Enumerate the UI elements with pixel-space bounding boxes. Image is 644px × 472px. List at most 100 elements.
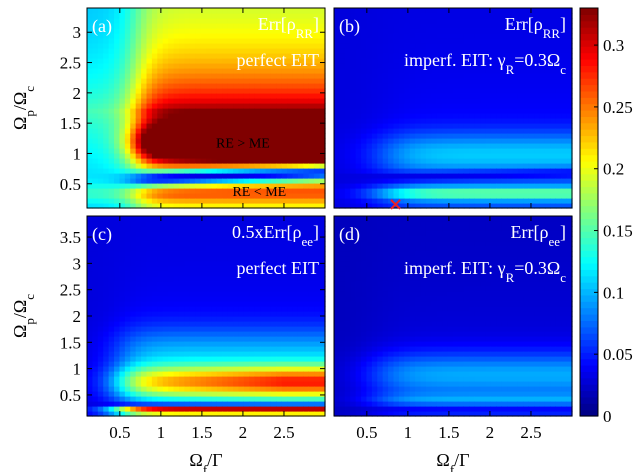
heat-cell [151,153,158,159]
heat-cell [528,158,535,164]
heat-cell [222,88,229,94]
heat-cell [474,143,481,149]
heat-cell [249,58,256,64]
heat-cell [135,301,142,307]
heat-cell [97,311,104,317]
heat-cell [178,173,185,179]
heat-cell [195,411,202,417]
heat-cell [168,148,175,154]
heat-cell [211,406,218,412]
heat-cell [97,331,104,337]
heat-cell [200,251,207,257]
heat-cell [119,158,126,164]
heat-cell [200,351,207,357]
heat-cell [238,311,245,317]
heat-cell [447,148,454,154]
heat-cell [233,138,240,144]
heat-cell [216,48,223,54]
heat-cell [550,193,557,199]
heat-cell [512,128,519,134]
heat-cell [189,311,196,317]
heat-cell [119,376,126,382]
heat-cell [415,78,422,84]
heat-cell [469,158,476,164]
heat-cell [200,371,207,377]
heat-cell [496,193,503,199]
heat-cell [447,48,454,54]
heat-cell [528,123,535,129]
heat-cell [431,38,438,44]
heat-cell [211,366,218,372]
heat-cell [382,43,389,49]
heat-cell [474,158,481,164]
heat-cell [281,178,288,184]
heat-cell [157,316,164,322]
heat-cell [474,98,481,104]
heat-cell [206,281,213,287]
heat-cell [238,108,245,114]
heat-cell [314,108,321,114]
heat-cell [243,221,250,227]
heat-cell [415,93,422,99]
heat-cell [146,8,153,14]
heat-cell [216,286,223,292]
heat-cell [114,98,121,104]
heat-cell [287,28,294,34]
heat-cell [334,73,341,79]
heat-cell [173,311,180,317]
heat-cell [355,33,362,39]
heat-cell [200,376,207,382]
heat-cell [135,98,142,104]
heat-cell [344,98,351,104]
heat-cell [431,78,438,84]
heat-cell [371,143,378,149]
heat-cell [97,266,104,272]
heat-cell [216,103,223,109]
heat-cell [447,103,454,109]
heat-cell [265,376,272,382]
heat-cell [114,173,121,179]
heat-cell [297,98,304,104]
heat-cell [550,58,557,64]
heat-cell [162,78,169,84]
heat-cell [162,216,169,222]
heat-cell [178,406,185,412]
heat-cell [151,306,158,312]
heat-cell [453,88,460,94]
heat-cell [189,301,196,307]
heat-cell [566,73,573,79]
heat-cell [469,18,476,24]
heat-cell [178,346,185,352]
heat-cell [184,143,191,149]
heat-cell [173,18,180,24]
heat-cell [119,118,126,124]
heat-cell [398,118,405,124]
heat-cell [308,33,315,39]
heat-cell [308,58,315,64]
heat-cell [108,281,115,287]
heat-cell [130,28,137,34]
heat-cell [211,321,218,327]
heat-cell [281,58,288,64]
heat-cell [528,8,535,14]
heat-cell [200,326,207,332]
heat-cell [544,103,551,109]
heat-cell [178,391,185,397]
heat-cell [265,143,272,149]
heat-cell [184,123,191,129]
heat-cell [227,241,234,247]
heat-cell [135,178,142,184]
heat-cell [431,153,438,159]
heat-cell [287,138,294,144]
heat-cell [501,128,508,134]
heat-cell [249,93,256,99]
heat-cell [485,143,492,149]
heat-cell [463,78,470,84]
heat-cell [334,138,341,144]
heat-cell [319,103,326,109]
heat-cell [189,168,196,174]
heat-cell [195,68,202,74]
heat-cell [442,123,449,129]
heat-cell [334,183,341,189]
heat-cell [206,236,213,242]
